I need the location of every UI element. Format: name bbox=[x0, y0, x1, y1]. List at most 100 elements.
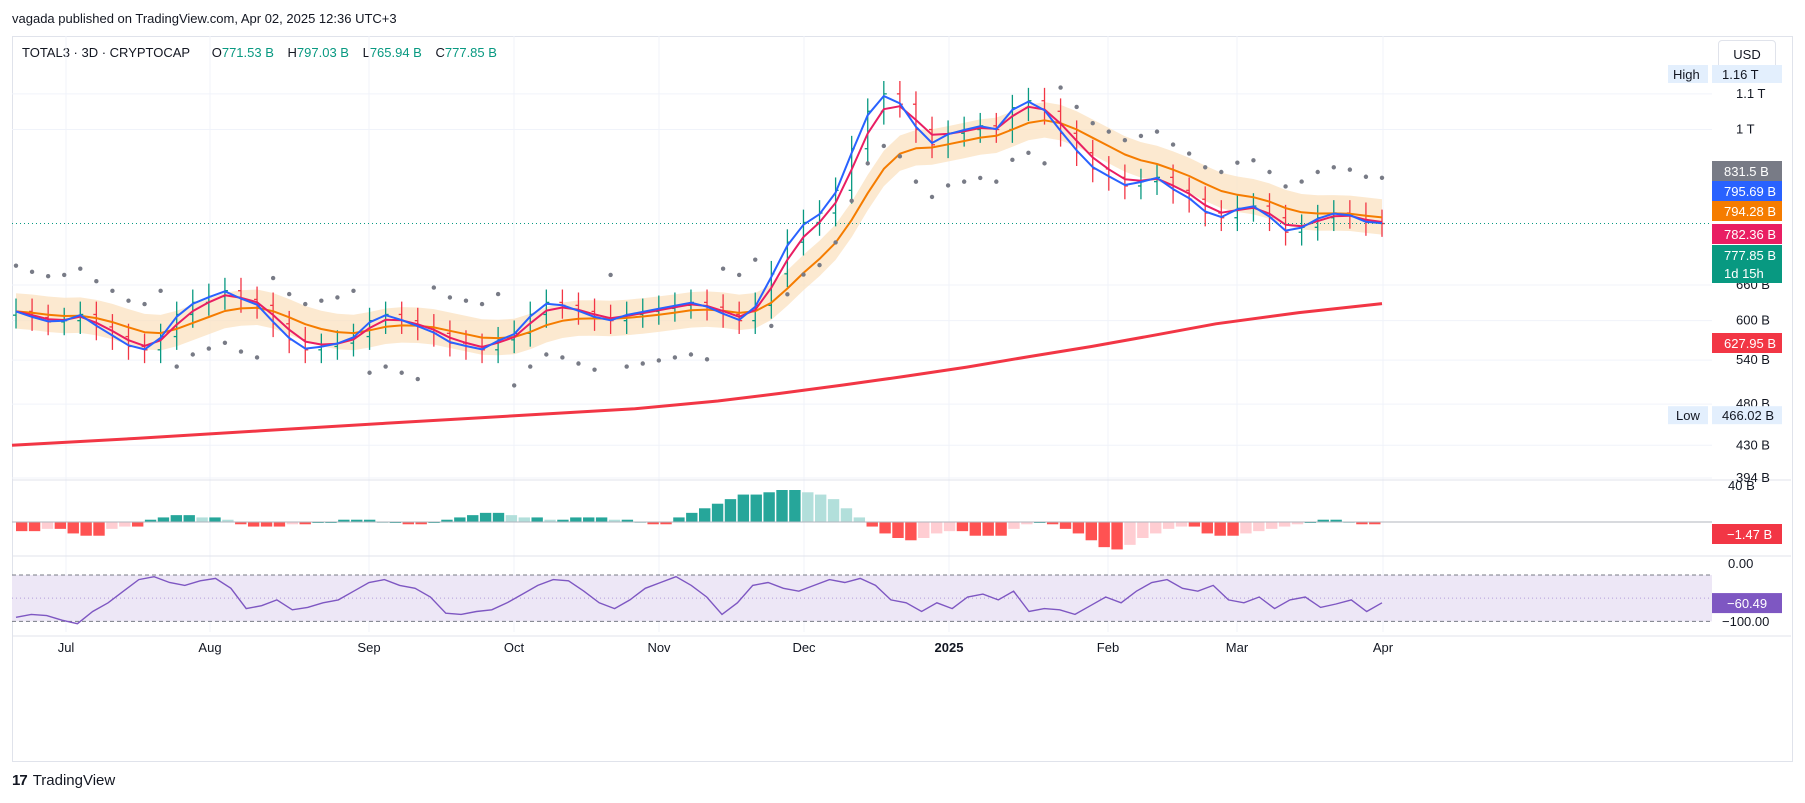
histogram-bar bbox=[222, 519, 234, 522]
price-badge bbox=[1712, 224, 1782, 244]
histogram-bar bbox=[1330, 519, 1342, 522]
histogram-bar bbox=[956, 522, 969, 532]
price-badge-label: 794.28 B bbox=[1724, 204, 1776, 219]
psar-dot bbox=[576, 361, 581, 366]
psar-dot bbox=[383, 364, 388, 369]
psar-dot bbox=[62, 272, 67, 278]
histogram-bar bbox=[93, 522, 105, 536]
time-tick-label: Feb bbox=[1097, 640, 1119, 655]
histogram-bar bbox=[467, 515, 479, 522]
psar-dot bbox=[351, 288, 356, 294]
psar-dot bbox=[1235, 160, 1240, 165]
histogram-bar bbox=[299, 522, 311, 525]
histogram-bar bbox=[492, 512, 505, 522]
psar-dot bbox=[624, 364, 629, 369]
psar-dot bbox=[592, 367, 597, 372]
histogram-bar bbox=[1240, 522, 1252, 534]
histogram-bar bbox=[1111, 522, 1123, 550]
psar-dot bbox=[287, 291, 292, 297]
symbol-name[interactable]: TOTAL3 · 3D · CRYPTOCAP bbox=[22, 45, 191, 60]
psar-dot bbox=[335, 295, 340, 300]
psar-dot bbox=[913, 179, 919, 184]
price-badge bbox=[1712, 161, 1782, 181]
histogram-bar bbox=[273, 522, 286, 527]
histogram-bar bbox=[1201, 522, 1213, 534]
psar-dot bbox=[801, 272, 806, 277]
histogram-bar bbox=[157, 517, 170, 522]
oscillator-band bbox=[12, 574, 1712, 622]
psar-dot bbox=[110, 288, 115, 294]
histogram-bar bbox=[763, 492, 775, 522]
histogram-bar bbox=[67, 522, 79, 534]
psar-dot bbox=[833, 240, 838, 245]
histogram-bar bbox=[144, 519, 157, 522]
price-tick-label: 394 B bbox=[1736, 470, 1770, 485]
price-badge-label: 795.69 B bbox=[1724, 184, 1776, 199]
price-badge-label: 831.5 B bbox=[1724, 164, 1769, 179]
histogram-bar bbox=[827, 499, 840, 522]
psar-dot bbox=[190, 352, 195, 357]
price-tick-label: 430 B bbox=[1736, 437, 1770, 452]
histogram-bar bbox=[1137, 522, 1149, 538]
time-tick-label: 2025 bbox=[935, 640, 964, 655]
tradingview-logo-icon: 17 bbox=[12, 772, 28, 789]
histogram-bar bbox=[1008, 522, 1020, 529]
psar-dot bbox=[431, 285, 437, 290]
histogram-bar bbox=[170, 515, 183, 522]
low-label: L bbox=[362, 45, 370, 60]
high-label: H bbox=[287, 45, 297, 60]
histogram-bar bbox=[802, 492, 814, 522]
ema-band bbox=[16, 102, 1382, 356]
psar-dot bbox=[1138, 133, 1144, 139]
histogram-bar bbox=[247, 522, 260, 527]
histogram-bar bbox=[789, 490, 801, 522]
histogram-bar bbox=[260, 522, 273, 527]
psar-dot bbox=[672, 355, 678, 360]
psar-dot bbox=[753, 257, 758, 262]
psar-dot bbox=[1363, 174, 1369, 179]
histogram-bar bbox=[80, 522, 92, 536]
oscillator-tick-label: −100.00 bbox=[1722, 614, 1769, 629]
psar-dot bbox=[865, 161, 870, 166]
symbol-legend: TOTAL3 · 3D · CRYPTOCAP O771.53 B H797.0… bbox=[22, 45, 497, 60]
oscillator-badge bbox=[1712, 593, 1782, 614]
psar-dot bbox=[1074, 104, 1079, 110]
price-badge-label: 782.36 B bbox=[1724, 227, 1776, 242]
time-tick-label: Dec bbox=[792, 640, 816, 655]
psar-dot bbox=[222, 340, 228, 346]
histogram-bar bbox=[106, 522, 118, 529]
footer-brand[interactable]: 17 TradingView bbox=[12, 772, 115, 789]
psar-dot bbox=[1058, 85, 1063, 90]
histogram-bar bbox=[557, 519, 569, 522]
histogram-tick-label: 40 B bbox=[1728, 478, 1755, 493]
psar-dot bbox=[929, 194, 935, 200]
histogram-bar bbox=[183, 515, 195, 522]
histogram-bar bbox=[1356, 522, 1368, 525]
ema-slow-line bbox=[15, 119, 1383, 340]
price-badge-label: 1d 15h bbox=[1724, 266, 1764, 281]
histogram-bar bbox=[866, 522, 878, 527]
psar-dot bbox=[13, 263, 19, 268]
histogram-bar bbox=[1059, 522, 1072, 529]
psar-dot bbox=[1154, 129, 1160, 134]
histogram-bar bbox=[1278, 522, 1291, 527]
psar-dot bbox=[1203, 165, 1208, 170]
low-value-box bbox=[1712, 406, 1782, 425]
histogram-bar bbox=[647, 522, 659, 525]
psar-dot bbox=[1026, 150, 1031, 156]
close-label: C bbox=[435, 45, 445, 60]
psar-dot bbox=[479, 301, 485, 307]
histogram-bar bbox=[16, 522, 28, 532]
psar-dot bbox=[688, 352, 694, 357]
high-value-box bbox=[1712, 65, 1782, 83]
histogram-bar bbox=[1317, 519, 1329, 522]
ema-fast-line bbox=[15, 95, 1383, 351]
psar-dot bbox=[608, 272, 613, 278]
histogram-bar bbox=[54, 522, 67, 529]
histogram-bar bbox=[583, 517, 595, 522]
histogram-bar bbox=[41, 522, 54, 529]
histogram-bar bbox=[621, 519, 634, 522]
histogram-bar bbox=[1124, 522, 1136, 545]
low-marker-label: Low bbox=[1676, 408, 1700, 423]
